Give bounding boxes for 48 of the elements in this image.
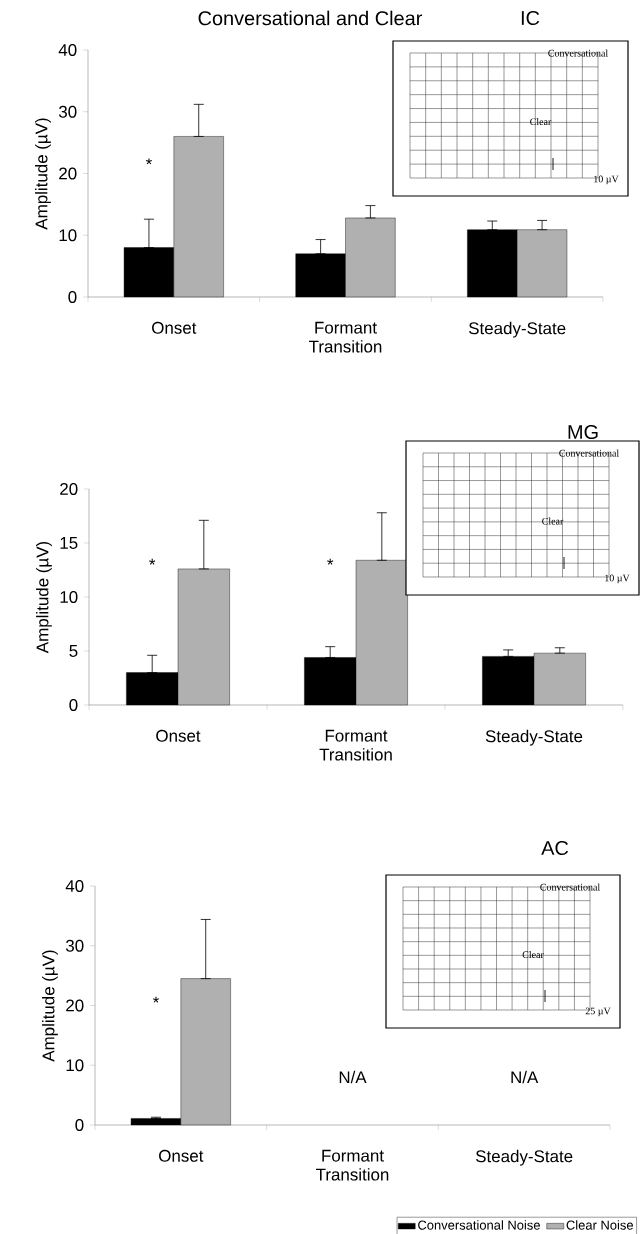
y-tick-label: 30 <box>65 939 84 952</box>
text: Conversational <box>559 449 619 457</box>
y-tick-label: 40 <box>58 43 77 56</box>
y-tick-label: 0 <box>75 1119 84 1131</box>
y-tick-label: 10 <box>60 590 78 603</box>
y-tick-label: 20 <box>66 999 84 1012</box>
y-axis-title: Amplitude (µV) <box>36 541 52 654</box>
x-tick-label: Steady-State <box>475 1149 573 1166</box>
annotation: 10 µV <box>594 175 619 185</box>
annotation: Clear <box>530 118 552 126</box>
y-tick-label: 5 <box>69 645 78 657</box>
x-tick-label: Onset <box>159 1149 204 1162</box>
annotation: * <box>149 558 156 565</box>
y-tick-label: 0 <box>69 699 78 711</box>
x-tick-label: Formant Transition <box>309 321 382 353</box>
y-tick-label: 10 <box>59 229 77 242</box>
chart-subtitle: MG <box>568 424 598 440</box>
annotation: Conversational <box>548 49 608 57</box>
annotation: N/A <box>511 1070 539 1084</box>
y-tick-label: 20 <box>59 167 77 180</box>
chart-subtitle: AC <box>541 840 569 856</box>
annotation: Conversational <box>540 883 600 891</box>
y-tick-label: 10 <box>66 1059 84 1072</box>
legend-label: Clear Noise <box>566 1220 633 1230</box>
annotation: 10 µV <box>605 574 630 584</box>
y-tick-label: 40 <box>65 880 84 892</box>
x-tick-label: Steady-State <box>468 321 566 338</box>
legend-label: Conversational Noise <box>418 1220 540 1230</box>
annotation: * <box>327 558 334 565</box>
chart-subtitle: IC <box>521 10 540 26</box>
annotation: * <box>152 996 159 1003</box>
x-tick-label: Onset <box>156 729 201 742</box>
x-tick-label: Onset <box>152 321 197 334</box>
y-tick-label: 0 <box>68 290 77 303</box>
y-tick-label: 15 <box>60 537 78 549</box>
y-tick-label: 20 <box>60 482 78 495</box>
x-tick-label: Formant Transition <box>319 729 392 761</box>
x-tick-label: Steady-State <box>485 729 583 746</box>
annotation: 25 µV <box>585 1007 611 1017</box>
y-tick-label: 30 <box>58 105 77 118</box>
annotation: * <box>145 158 152 165</box>
annotation: Clear <box>522 951 544 959</box>
y-axis-title: Amplitude (µV) <box>35 118 51 230</box>
chart-title: Conversational and Clear <box>198 10 423 26</box>
annotation: N/A <box>339 1070 367 1084</box>
annotation: Clear <box>542 517 564 525</box>
y-axis-title: Amplitude (µV) <box>42 950 58 1062</box>
x-tick-label: Formant Transition <box>316 1149 389 1181</box>
